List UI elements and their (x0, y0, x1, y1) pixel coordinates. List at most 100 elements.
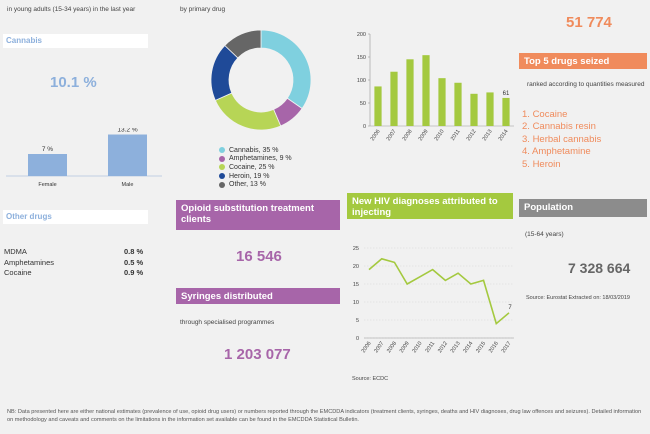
seizures-x-tick: 2012 (466, 129, 478, 142)
legend-item: Cannabis, 35 % (219, 146, 292, 155)
top5-item-label: Herbal cannabis (532, 133, 602, 145)
seizures-top-value: 51 774 (566, 14, 612, 31)
seizures-bar (454, 82, 462, 126)
seizures-x-tick: 2008 (402, 129, 414, 142)
legend-label: Other, 13 % (229, 181, 266, 189)
seizures-bar-chart: 0 50 100 150 200 2006 2007 2008 2009 2010 2011 201… (357, 32, 514, 142)
other-drugs-row: Cocaine 0.9 % (4, 268, 143, 279)
seizures-x-tick: 2010 (434, 129, 446, 142)
cannabis-category-label: Male (122, 182, 134, 188)
hiv-series-line (368, 257, 510, 326)
footnote: NB: Data presented here are either natio… (7, 409, 642, 423)
pie-slice (260, 29, 312, 110)
syringes-title: Syringes distributed (176, 288, 340, 304)
population-caption: (15-64 years) (525, 231, 564, 238)
seizures-last-label: 61 (503, 91, 510, 97)
cannabis-value: 10.1 % (50, 74, 97, 91)
hiv-y-tick: 10 (353, 300, 359, 306)
hiv-x-tick: 2014 (463, 341, 475, 354)
top5-item-label: Cannabis resin (532, 121, 596, 133)
hiv-source: Source: ECDC (352, 376, 389, 382)
other-drugs-title: Other drugs (3, 210, 148, 224)
seizures-bar (406, 59, 414, 126)
legend-swatch (219, 164, 225, 171)
seizures-x-tick: 2006 (370, 129, 382, 142)
hiv-y-tick: 15 (353, 282, 359, 288)
hiv-x-tick: 2009 (399, 341, 411, 354)
pie-slice (224, 29, 262, 59)
seizures-bar (470, 93, 478, 126)
legend-label: Cannabis, 35 % (229, 146, 279, 154)
seizures-bar (374, 86, 382, 126)
other-drugs-row: Amphetamines 0.5 % (4, 258, 143, 269)
legend-swatch (219, 155, 225, 162)
top5-item: 1. Cocaine (522, 109, 568, 120)
seizures-x-tick: 2014 (498, 129, 510, 142)
top5-caption: ranked according to quantities measured … (527, 81, 645, 89)
seizures-y-tick: 100 (357, 78, 366, 84)
legend-label: Heroin, 19 % (229, 172, 270, 180)
legend-swatch (219, 147, 225, 154)
hiv-y-tick: 20 (353, 264, 359, 270)
seizures-bar (486, 92, 494, 126)
hiv-x-tick: 2015 (475, 341, 487, 354)
hiv-y-tick: 5 (356, 318, 359, 324)
opioid-title: Opioid substitution treatment clients (176, 200, 340, 230)
population-source: Source: Eurostat Extracted on: 18/03/201… (526, 295, 630, 301)
other-drugs-row: MDMA 0.8 % (4, 247, 143, 258)
legend-label: Amphetamines, 9 % (229, 155, 292, 163)
hiv-x-tick: 2012 (437, 341, 449, 354)
hiv-x-tick: 2006 (361, 341, 373, 354)
cannabis-bar (28, 154, 67, 176)
legend-swatch (219, 181, 225, 188)
hiv-x-tick: 2011 (425, 341, 437, 354)
seizures-x-tick: 2011 (450, 129, 462, 142)
legend-item: Amphetamines, 9 % (219, 155, 292, 164)
treatment-caption: by primary drug (180, 6, 226, 13)
cannabis-bar-label: 13.2 % (117, 128, 137, 134)
seizures-x-tick: 2013 (482, 129, 494, 142)
drug-name: Amphetamines (4, 257, 55, 267)
cannabis-bar-label: 7 % (42, 146, 53, 153)
seizures-y-tick: 0 (363, 124, 366, 130)
cannabis-category-label: Female (38, 182, 56, 188)
top5-item: 4. Amphetamine (522, 146, 591, 158)
population-value: 7 328 664 (568, 260, 631, 276)
pie-slice (214, 92, 282, 131)
top5-caption-text: ranked according to quantities measured … (527, 81, 645, 88)
top5-item: 2. Cannabis resin (522, 121, 596, 133)
cannabis-title: Cannabis (3, 34, 148, 48)
legend-item: Other, 13 % (219, 180, 292, 189)
top5-item-label: Heroin (532, 158, 561, 170)
top5-item-label: Cocaine (532, 109, 568, 120)
hiv-x-tick: 2017 (501, 341, 513, 354)
seizures-bar (390, 71, 398, 126)
syringes-caption: through specialised programmes (180, 319, 275, 326)
hiv-x-tick: 2007 (373, 341, 385, 354)
hiv-y-tick: 0 (356, 336, 359, 342)
treatment-pie-chart (210, 29, 312, 131)
seizures-bar (502, 97, 510, 126)
prevalence-caption: in young adults (15-34 years) in the las… (7, 6, 136, 13)
hiv-x-tick: 2013 (450, 341, 462, 354)
hiv-title: New HIV diagnoses attributed to injectin… (347, 193, 513, 219)
seizures-x-tick: 2007 (386, 129, 398, 142)
cannabis-bar (108, 134, 147, 176)
drug-value: 0.9 % (124, 268, 144, 277)
seizures-bar (438, 78, 446, 126)
legend-item: Cocaine, 25 % (219, 163, 292, 172)
treatment-legend: Cannabis, 35 % Amphetamines, 9 % Cocaine, … (219, 146, 292, 189)
drug-value: 0.8 % (124, 247, 144, 256)
top5-item: 5. Heroin (522, 158, 561, 170)
seizures-x-tick: 2009 (418, 129, 430, 142)
top5-title: Top 5 drugs seized (519, 53, 647, 69)
cannabis-gender-chart: 7 % Female 13.2 % Male (6, 128, 162, 188)
legend-item: Heroin, 19 % (219, 172, 292, 181)
top5-item: 3. Herbal cannabis (522, 133, 602, 145)
drug-name: Cocaine (4, 268, 32, 277)
seizures-y-tick: 150 (357, 55, 366, 61)
legend-swatch (219, 173, 225, 180)
hiv-x-tick: 2008 (386, 341, 398, 354)
top5-item-label: Amphetamine (532, 146, 591, 158)
